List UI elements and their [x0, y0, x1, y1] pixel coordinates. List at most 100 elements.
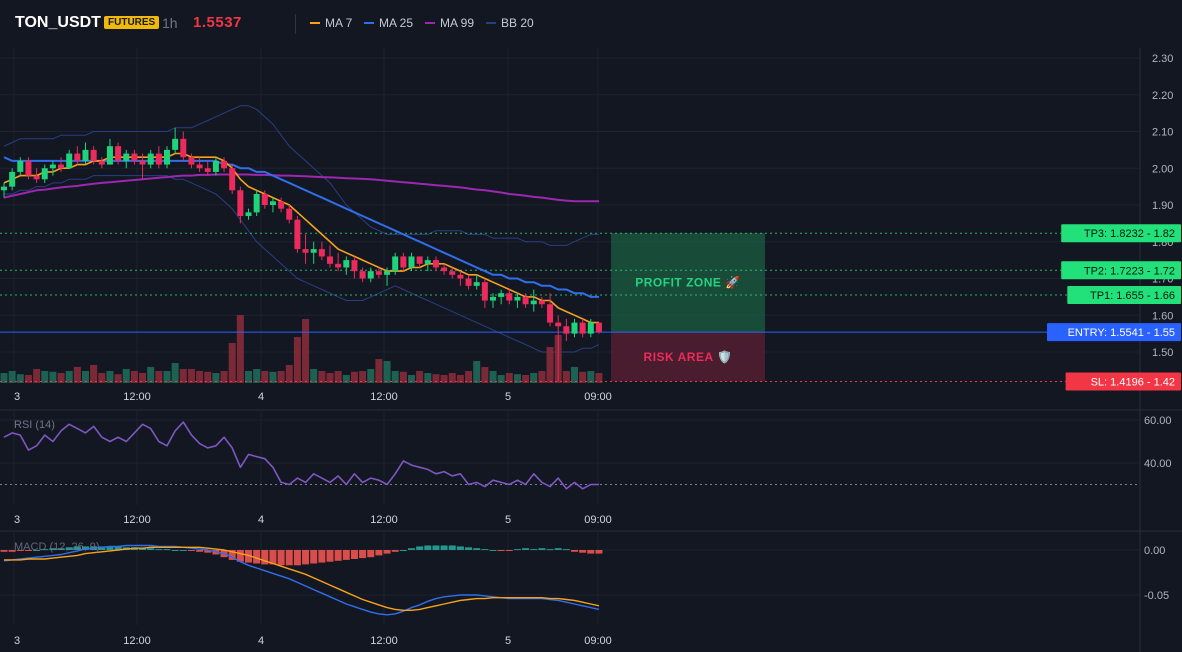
- legend-ma7[interactable]: MA 7: [310, 16, 352, 30]
- macd-histogram-bar: [595, 550, 603, 554]
- timeframe-label[interactable]: 1h: [162, 15, 178, 31]
- ma7-line: [3, 152, 599, 324]
- volume-bar: [359, 371, 367, 383]
- volume-bar: [204, 371, 212, 383]
- volume-bar: [562, 371, 570, 383]
- macd-histogram-bar: [293, 550, 301, 566]
- macd-histogram-bar: [497, 550, 505, 551]
- rsi-line: [3, 421, 599, 490]
- macd-histogram-bar: [106, 546, 114, 550]
- time-axis-label: 09:00: [584, 635, 612, 647]
- macd-histogram-bar: [179, 550, 187, 551]
- volume-bar: [33, 369, 41, 383]
- macd-histogram-bar: [302, 550, 310, 565]
- volume-bar: [65, 371, 73, 383]
- candle-body: [318, 249, 325, 257]
- candle-body: [400, 256, 407, 268]
- rsi-tick-label: 60.00: [1144, 415, 1172, 427]
- candle-body: [424, 260, 431, 264]
- candle-body: [547, 304, 554, 323]
- time-axis-label: 12:00: [123, 391, 151, 403]
- volume-bar: [171, 363, 179, 383]
- price-tag-text: TP2: 1.7223 - 1.72: [1084, 265, 1175, 277]
- price-tick-label: 1.50: [1152, 347, 1173, 359]
- pane-background: [0, 531, 1182, 652]
- legend-ma25[interactable]: MA 25: [364, 16, 413, 30]
- ma99-line: [3, 173, 599, 203]
- volume-bar: [261, 371, 269, 383]
- macd-histogram-bar: [522, 548, 530, 550]
- candle-body: [343, 260, 350, 268]
- time-axis-label: 12:00: [370, 514, 398, 526]
- price-tick-label: 2.20: [1152, 90, 1173, 102]
- macd-histogram-bar: [432, 545, 440, 550]
- macd-histogram-bar: [310, 550, 318, 564]
- candle-body: [1, 186, 7, 191]
- volume-bar: [367, 369, 375, 383]
- time-axis-label: 09:00: [584, 514, 612, 526]
- stop-loss-tag: SL: 1.4196 - 1.42: [1065, 372, 1181, 391]
- macd-histogram-bar: [171, 550, 179, 551]
- macd-signal-line: [4, 546, 600, 611]
- risk-zone-label: RISK AREA 🛡️: [644, 350, 733, 364]
- macd-title: MACD (12, 26, 9): [14, 541, 100, 553]
- rsi-title: RSI (14): [14, 419, 55, 431]
- legend-ma99[interactable]: MA 99: [425, 16, 474, 30]
- bb-lower-line: [4, 175, 600, 353]
- candle-body: [155, 153, 162, 165]
- macd-histogram-bar: [139, 548, 147, 550]
- macd-histogram-bar: [359, 550, 367, 559]
- candle-body: [555, 322, 562, 327]
- candle-body: [237, 190, 244, 217]
- candle-body: [490, 296, 496, 301]
- price-tag-background: [1061, 224, 1181, 243]
- candle-body: [473, 282, 480, 286]
- macd-histogram-bar: [513, 549, 521, 551]
- macd-histogram-bar: [416, 546, 424, 550]
- candle-body: [579, 322, 586, 334]
- macd-histogram-bar: [334, 550, 342, 561]
- volume-bar: [130, 371, 138, 383]
- macd-histogram-bar: [473, 548, 481, 550]
- bb-upper-line: [3, 105, 599, 246]
- volume-bar: [456, 375, 464, 383]
- macd-histogram-bar: [204, 550, 212, 553]
- volume-bar: [424, 373, 432, 383]
- candle-body: [416, 256, 423, 264]
- volume-bar: [302, 319, 310, 383]
- macd-histogram-bar: [579, 550, 587, 553]
- time-axis-label: 12:00: [370, 635, 398, 647]
- time-axis-label: 09:00: [584, 391, 612, 403]
- macd-histogram-bar: [253, 550, 261, 564]
- macd-histogram-bar: [187, 550, 195, 551]
- price-tick-label: 1.90: [1152, 200, 1173, 212]
- candle-body: [587, 322, 594, 334]
- macd-histogram-bar: [505, 550, 513, 551]
- volume-bar: [440, 375, 448, 383]
- volume-bar: [41, 371, 49, 383]
- profit-zone: [611, 233, 765, 333]
- take-profit-tag: TP2: 1.7223 - 1.72: [1061, 261, 1181, 280]
- macd-histogram-bar: [383, 550, 391, 554]
- macd-histogram-bar: [546, 549, 554, 551]
- macd-histogram-bar: [391, 550, 399, 552]
- volume-bar: [139, 373, 147, 383]
- candle-body: [498, 293, 505, 297]
- time-axis-label: 3: [14, 514, 20, 526]
- price-tag-text: ENTRY: 1.5541 - 1.55: [1068, 327, 1175, 339]
- candle-body: [367, 271, 374, 279]
- volume-bar: [285, 365, 293, 383]
- symbol-name[interactable]: TON_USDT: [15, 14, 101, 31]
- futures-badge: FUTURES: [104, 16, 160, 29]
- volume-bar: [571, 367, 578, 383]
- macd-histogram-bar: [8, 550, 16, 552]
- legend-bb20[interactable]: BB 20: [486, 16, 534, 30]
- candle-body: [131, 153, 138, 161]
- candle-body: [229, 168, 236, 191]
- candle-body: [49, 164, 56, 169]
- volume-bar: [90, 365, 98, 383]
- candle-body: [384, 271, 391, 275]
- macd-histogram-bar: [554, 548, 562, 550]
- macd-histogram-bar: [65, 547, 73, 550]
